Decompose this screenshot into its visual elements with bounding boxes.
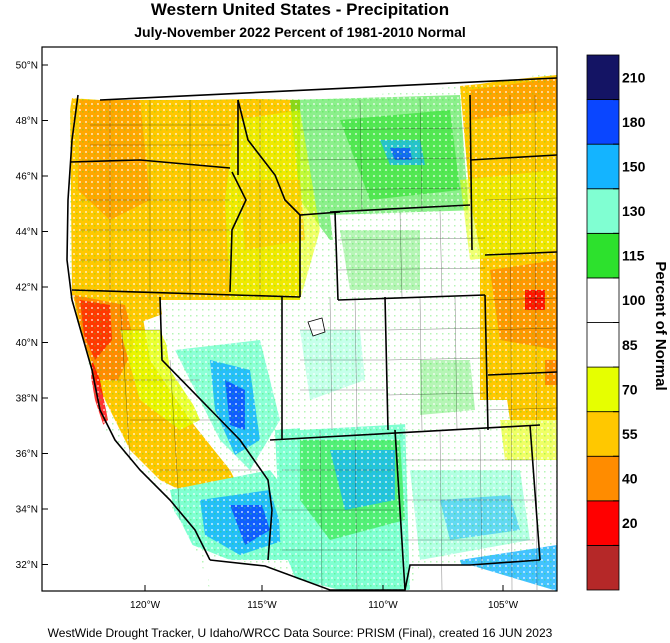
latitude-tick-label: 38°N [16, 394, 38, 405]
longitude-axis: 120°W 115°W 110°W 105°W [130, 585, 519, 611]
colorbar-bin [586, 232, 620, 279]
colorbar-bin [586, 143, 620, 190]
latitude-axis: 50°N 48°N 46°N 44°N 42°N 40°N 38°N 36°N 34°N 32°N [16, 61, 48, 571]
colorbar-tick-label: 210 [622, 69, 646, 85]
longitude-tick-label: 105°W [488, 600, 519, 611]
latitude-tick-label: 50°N [16, 61, 38, 72]
latitude-tick-label: 32°N [16, 560, 38, 571]
latitude-tick-label: 40°N [16, 338, 38, 349]
latitude-tick-label: 44°N [16, 227, 38, 238]
longitude-tick-label: 110°W [368, 600, 398, 611]
colorbar-title-container: Percent of Normal [636, 256, 670, 396]
map-footer: WestWide Drought Tracker, U Idaho/WRCC D… [47, 626, 553, 640]
colorbar-tick-label: 85 [622, 337, 638, 353]
map-subtitle: July-November 2022 Percent of 1981-2010 … [134, 24, 466, 40]
colorbar-tick-label: 20 [622, 515, 638, 531]
latitude-tick-label: 34°N [16, 505, 38, 516]
colorbar-tick-label: 40 [622, 471, 638, 487]
canada-area [42, 47, 557, 100]
longitude-tick-label: 120°W [130, 600, 161, 611]
colorbar-bin [586, 99, 620, 145]
colorbar-bin [586, 277, 620, 323]
map-field [42, 47, 557, 591]
colorbar-title: Percent of Normal [652, 261, 669, 390]
colorbar-bin [586, 455, 620, 502]
latitude-tick-label: 42°N [16, 283, 38, 294]
county-borders [80, 94, 557, 591]
latitude-tick-label: 48°N [16, 116, 38, 127]
colorbar-bin [586, 54, 620, 100]
colorbar-legend: 20 40 55 70 85 100 115 130 150 180 210 [586, 54, 646, 591]
colorbar-bin [586, 545, 620, 591]
colorbar-bin [586, 411, 620, 457]
state-borders [66, 77, 557, 591]
pacific-ocean [42, 47, 210, 591]
mexico-area [205, 555, 557, 591]
map-title: Western United States - Precipitation [150, 0, 450, 19]
latitude-tick-label: 46°N [16, 172, 38, 183]
colorbar-tick-label: 115 [622, 248, 645, 264]
longitude-tick-label: 115°W [247, 600, 277, 611]
map-frame [41, 46, 558, 592]
colorbar-tick-label: 150 [622, 158, 646, 174]
colorbar-tick-label: 55 [622, 426, 638, 442]
colorbar-bin [586, 366, 620, 413]
colorbar-tick-label: 70 [622, 381, 638, 397]
great-salt-lake [307, 317, 326, 337]
colorbar-bin [586, 322, 620, 368]
latitude-tick-label: 36°N [16, 449, 38, 460]
colorbar-tick-label: 100 [622, 292, 646, 308]
colorbar-tick-label: 130 [622, 203, 646, 219]
colorbar-tick-label: 180 [622, 114, 646, 130]
colorbar-bin [586, 500, 620, 546]
colorbar-bin [586, 188, 620, 234]
